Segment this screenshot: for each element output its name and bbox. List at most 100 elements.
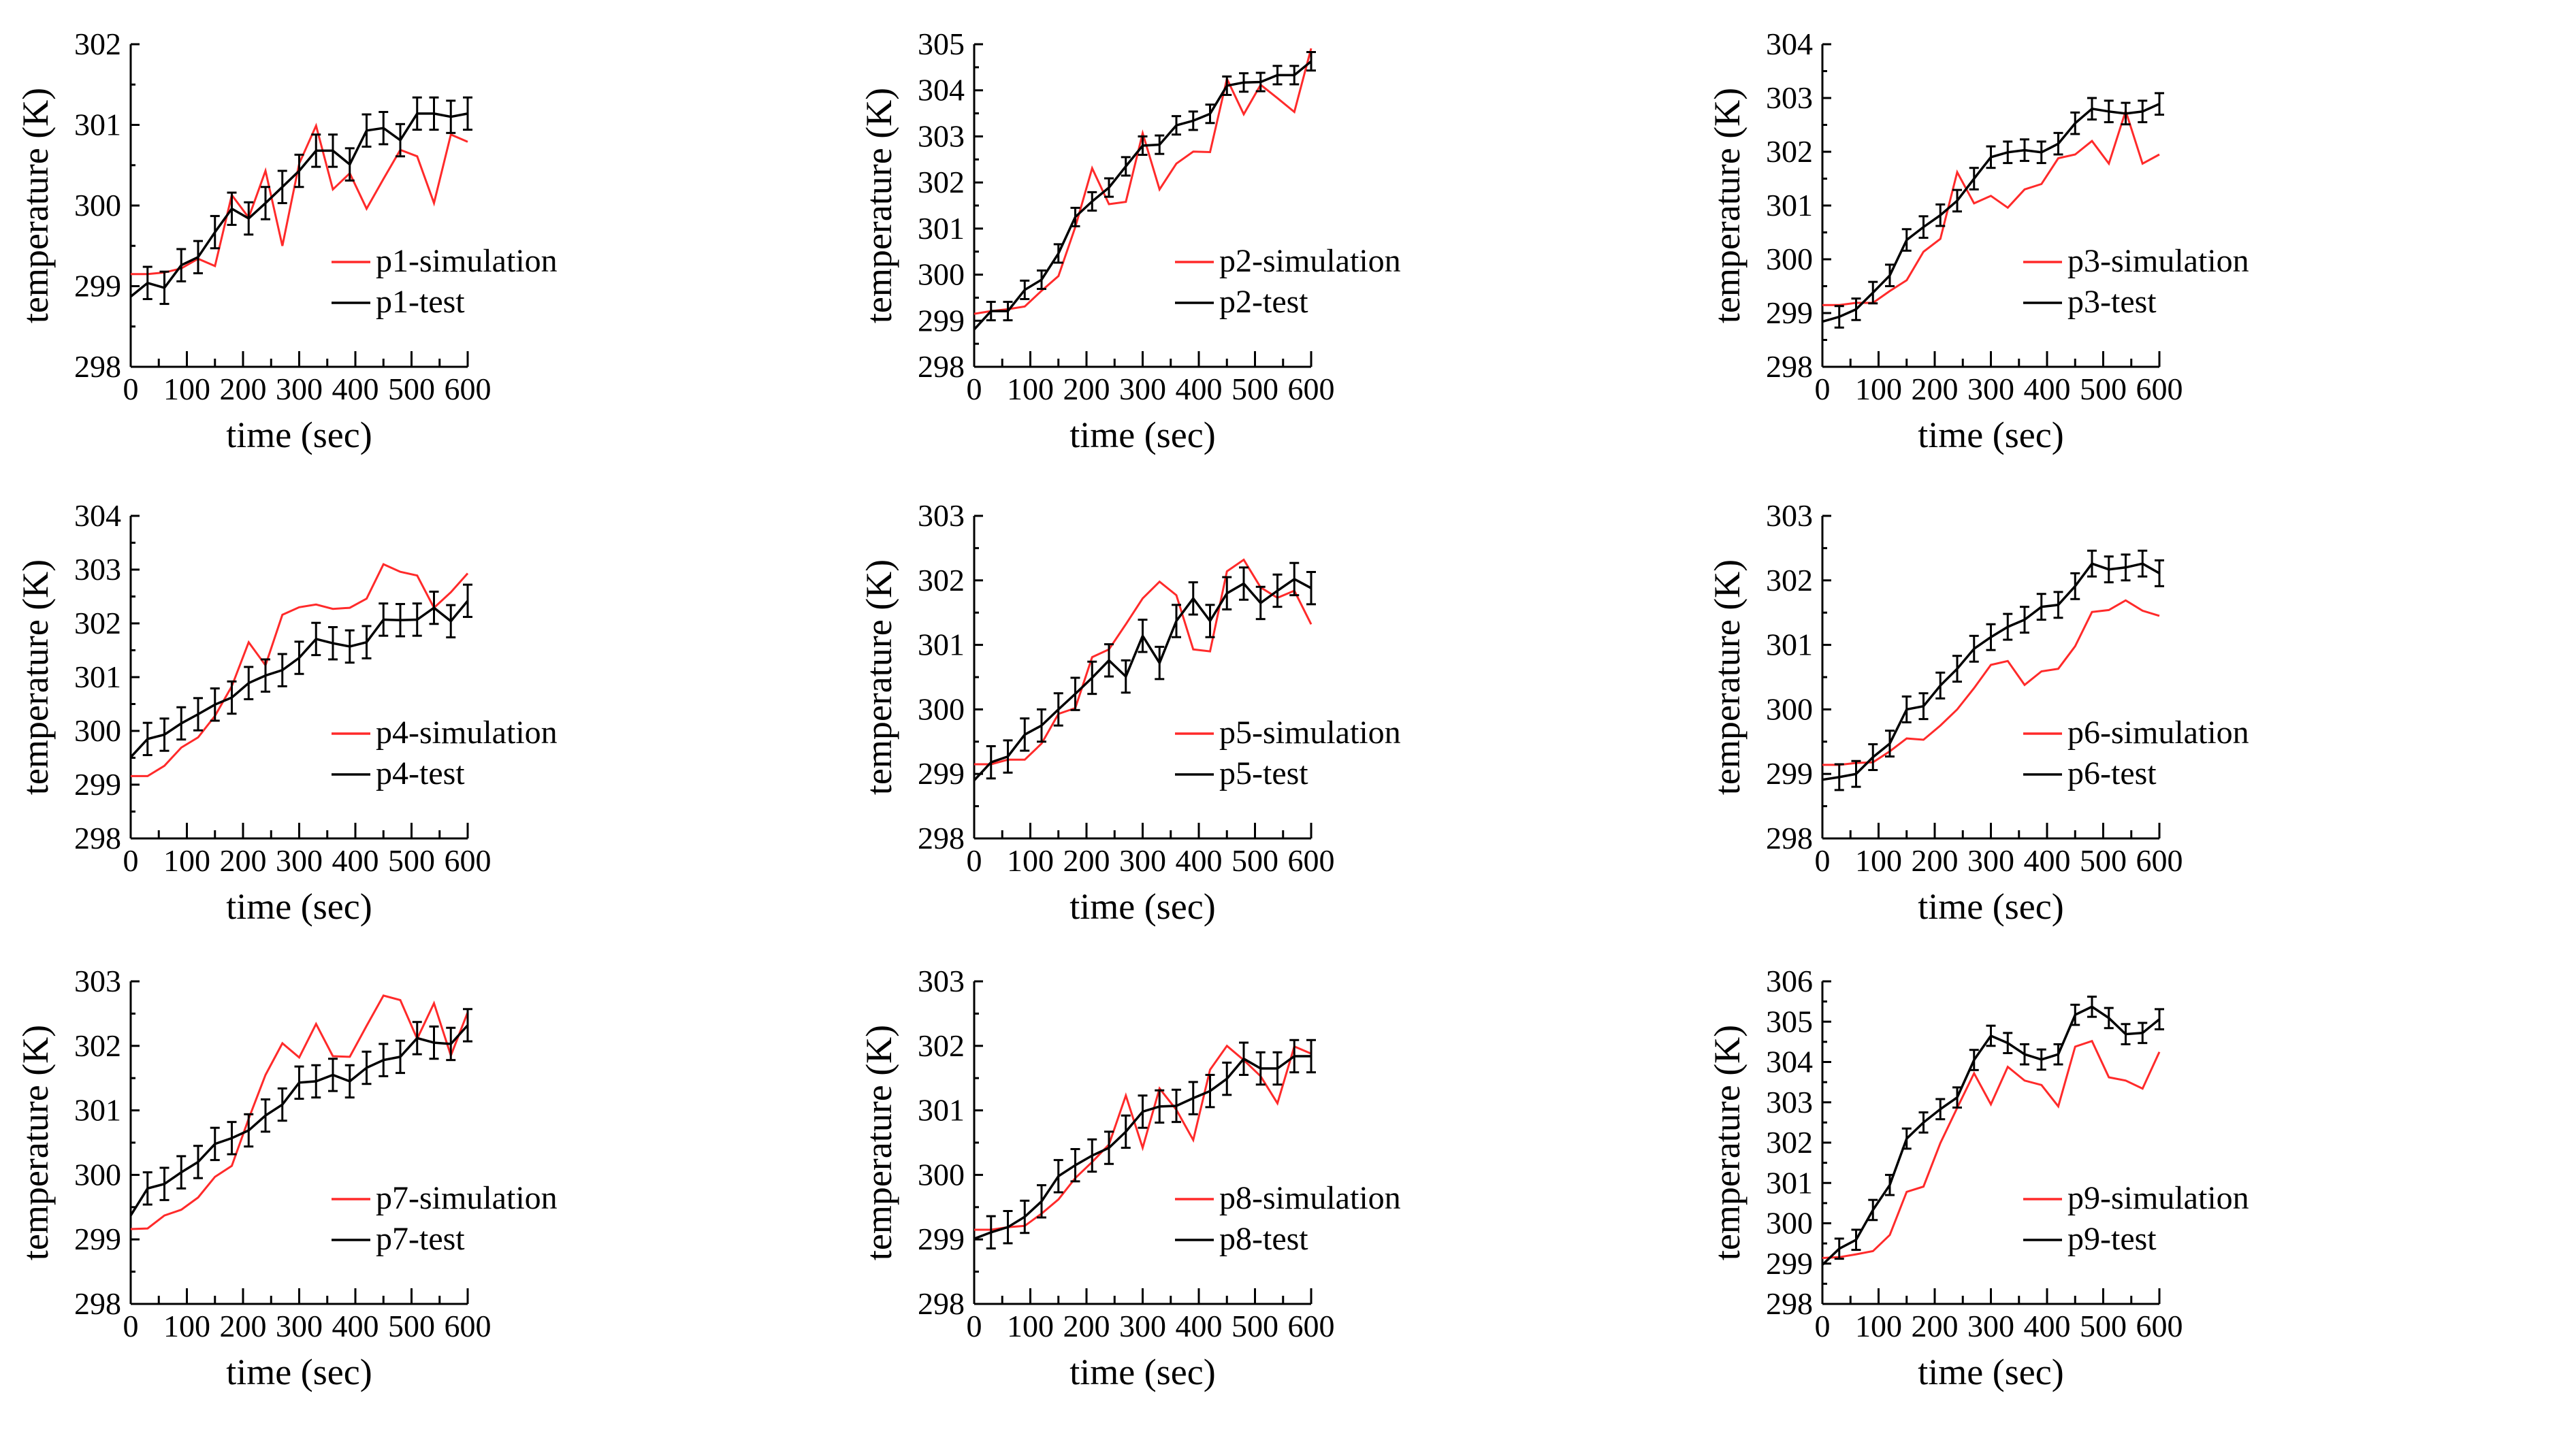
y-tick-label: 299 — [918, 303, 965, 338]
x-tick-label: 500 — [388, 372, 435, 406]
y-tick-label: 299 — [918, 1222, 965, 1256]
legend-label: p9-simulation — [2067, 1180, 2249, 1216]
y-tick-label: 303 — [918, 118, 965, 153]
x-tick-label: 400 — [332, 843, 379, 878]
legend-label: p2-simulation — [1219, 243, 1401, 279]
x-tick-label: 500 — [1231, 1309, 1278, 1343]
x-tick-label: 300 — [1119, 843, 1166, 878]
x-tick-label: 200 — [1063, 1309, 1110, 1343]
x-tick-label: 300 — [1967, 372, 2014, 406]
legend-label: p6-test — [2067, 755, 2157, 791]
legend-label: p8-simulation — [1219, 1180, 1401, 1216]
x-axis-label: time (sec) — [1918, 1352, 2063, 1392]
x-tick-label: 100 — [1855, 372, 1902, 406]
y-tick-label: 302 — [74, 1028, 121, 1063]
subplot-1: 298 299 300 301 302 0 100 200 300 400 500 600 time (… — [15, 27, 558, 455]
subplot-2: 298 299 300 301 302 303 304 305 0 100 200 300 400 500… — [858, 27, 1401, 455]
x-tick-label: 100 — [163, 1309, 210, 1343]
x-tick-label: 300 — [1119, 1309, 1166, 1343]
y-tick-label: 299 — [1766, 756, 1813, 791]
y-tick-label: 301 — [1766, 1165, 1813, 1200]
y-tick-label: 301 — [74, 1093, 121, 1128]
y-tick-label: 302 — [1766, 563, 1813, 598]
y-tick-label: 299 — [1766, 1246, 1813, 1281]
x-tick-label: 100 — [1007, 1309, 1054, 1343]
x-axis-label: time (sec) — [1918, 886, 2063, 927]
x-tick-label: 0 — [967, 843, 982, 878]
x-tick-label: 0 — [123, 843, 139, 878]
y-axis-label: temperature (K) — [15, 1025, 56, 1260]
y-tick-label: 303 — [918, 498, 965, 533]
y-tick-label: 298 — [1766, 1286, 1813, 1321]
y-tick-label: 301 — [74, 108, 121, 142]
y-axis-label: temperature (K) — [1707, 559, 1748, 795]
x-axis-label: time (sec) — [1918, 414, 2063, 455]
y-tick-label: 300 — [1766, 1206, 1813, 1241]
series-p8-test — [973, 1039, 1316, 1249]
legend-label: p8-test — [1219, 1221, 1308, 1257]
x-tick-label: 600 — [1288, 843, 1335, 878]
y-tick-label: 300 — [1766, 242, 1813, 276]
series-p9-test — [1821, 996, 2164, 1266]
x-tick-label: 400 — [2024, 843, 2071, 878]
x-tick-label: 400 — [1176, 843, 1223, 878]
y-tick-label: 299 — [74, 269, 121, 304]
x-tick-label: 0 — [123, 1309, 139, 1343]
y-tick-label: 304 — [1766, 1045, 1813, 1079]
y-tick-label: 305 — [918, 27, 965, 61]
x-tick-label: 100 — [1007, 372, 1054, 406]
y-tick-label: 300 — [918, 691, 965, 726]
x-tick-label: 200 — [1063, 843, 1110, 878]
x-tick-label: 400 — [1176, 1309, 1223, 1343]
x-tick-label: 400 — [332, 1309, 379, 1343]
x-tick-label: 500 — [1231, 372, 1278, 406]
y-tick-label: 306 — [1766, 964, 1813, 998]
x-tick-label: 200 — [1912, 372, 1959, 406]
y-tick-label: 300 — [1766, 691, 1813, 726]
x-axis-label: time (sec) — [1069, 886, 1215, 927]
y-axis-label: temperature (K) — [858, 88, 899, 323]
x-tick-label: 0 — [967, 372, 982, 406]
y-tick-label: 302 — [918, 165, 965, 199]
legend-label: p4-simulation — [376, 715, 558, 751]
y-axis-label: temperature (K) — [1707, 88, 1748, 323]
x-tick-label: 300 — [276, 1309, 323, 1343]
x-tick-label: 600 — [445, 843, 492, 878]
x-tick-label: 600 — [445, 1309, 492, 1343]
y-tick-label: 298 — [74, 349, 121, 384]
x-tick-label: 600 — [2136, 1309, 2183, 1343]
x-tick-label: 600 — [2136, 372, 2183, 406]
y-tick-label: 301 — [918, 627, 965, 662]
y-tick-label: 300 — [74, 188, 121, 223]
y-tick-label: 303 — [1766, 498, 1813, 533]
x-tick-label: 600 — [445, 372, 492, 406]
legend-label: p2-test — [1219, 284, 1308, 320]
series-p6-test — [1822, 549, 2164, 791]
series-p7-test — [129, 1008, 472, 1217]
x-axis-label: time (sec) — [1069, 1352, 1215, 1392]
y-axis-label: temperature (K) — [15, 88, 56, 323]
y-tick-label: 301 — [918, 1093, 965, 1128]
y-tick-label: 300 — [74, 1157, 121, 1192]
x-tick-label: 400 — [2024, 372, 2071, 406]
x-tick-label: 300 — [276, 372, 323, 406]
y-tick-label: 302 — [1766, 1125, 1813, 1160]
x-axis-label: time (sec) — [1069, 414, 1215, 455]
legend-label: p3-test — [2067, 284, 2157, 320]
x-tick-label: 200 — [1912, 843, 1959, 878]
legend-label: p5-simulation — [1219, 715, 1401, 751]
y-tick-label: 302 — [918, 563, 965, 598]
y-tick-label: 299 — [1766, 295, 1813, 330]
x-tick-label: 500 — [2080, 843, 2127, 878]
y-tick-label: 304 — [1766, 27, 1813, 61]
x-tick-label: 100 — [1855, 1309, 1902, 1343]
y-tick-label: 299 — [74, 1222, 121, 1256]
x-tick-label: 0 — [967, 1309, 982, 1343]
y-tick-label: 298 — [918, 349, 965, 384]
x-axis-label: time (sec) — [226, 886, 372, 927]
x-tick-label: 500 — [2080, 372, 2127, 406]
x-tick-label: 0 — [1815, 1309, 1831, 1343]
